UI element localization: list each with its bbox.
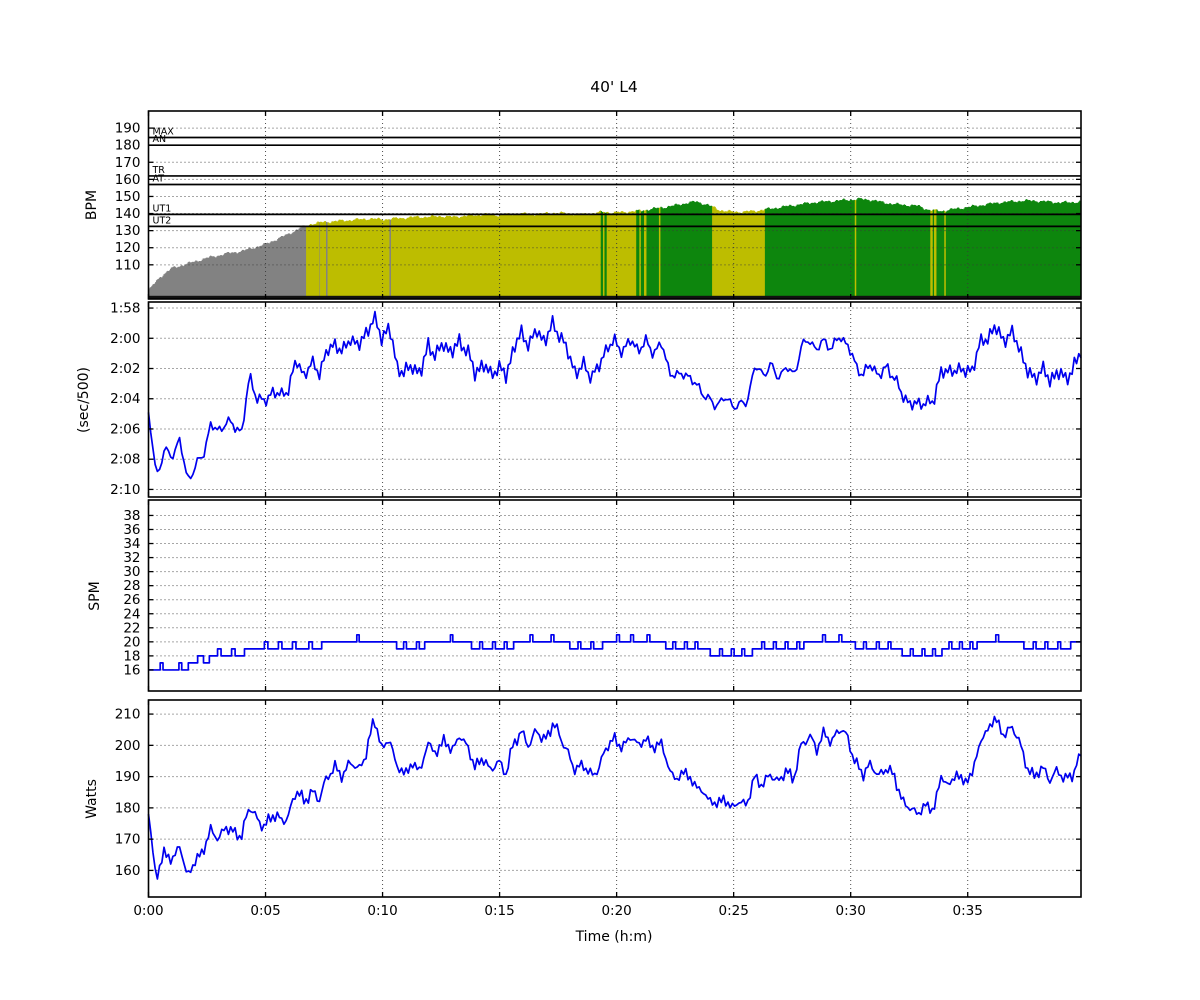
y-tick-label: 170 xyxy=(115,832,141,848)
x-tick-label: 0:30 xyxy=(836,903,866,919)
y-tick-label: 26 xyxy=(123,592,140,608)
y-tick-label: 2:02 xyxy=(110,361,140,377)
hr-fill-grey xyxy=(148,219,392,299)
stroke-rate-line xyxy=(148,633,1081,671)
y-tick-label: 16 xyxy=(123,662,140,678)
y-tick-label: 18 xyxy=(123,648,140,664)
grid-heart-rate xyxy=(148,111,1081,299)
x-tick-label: 0:35 xyxy=(953,903,983,919)
y-tick-label: 190 xyxy=(115,769,141,785)
y-tick-label: 120 xyxy=(115,240,141,256)
y-tick-label: 110 xyxy=(115,257,141,273)
spm-axis-label: SPM xyxy=(87,581,103,610)
hr-fill-baseline-edge xyxy=(148,295,1081,299)
y-tick-label: 170 xyxy=(115,155,141,171)
x-tick-label: 0:15 xyxy=(484,903,514,919)
y-tick-label: 32 xyxy=(123,550,140,566)
pace-axis-label: (sec/500) xyxy=(76,367,92,433)
zone-label-UT1: UT1 xyxy=(153,203,172,214)
pace-line xyxy=(147,310,1082,480)
y-tick-label: 2:08 xyxy=(110,452,140,468)
y-tick-label: 140 xyxy=(115,206,141,222)
hr-fill-yellow xyxy=(306,199,947,299)
y-tick-label: 1:58 xyxy=(110,301,140,317)
panel-border-power xyxy=(147,699,1082,898)
zone-label-TR: TR xyxy=(152,165,166,176)
ticks-power: 160 170 180 190 200 210 xyxy=(115,700,1081,897)
hr-fill-green xyxy=(600,197,1082,299)
zone-label-MAX: MAX xyxy=(153,126,175,137)
y-tick-label: 2:06 xyxy=(110,421,140,437)
grid-power xyxy=(148,700,1081,897)
zone-label-AT: AT xyxy=(153,173,165,184)
y-tick-label: 36 xyxy=(123,522,140,538)
ticks-pace: 1:58 2:00 2:02 2:04 2:06 2:08 2:10 xyxy=(110,301,1081,498)
x-tick-label: 0:05 xyxy=(250,903,280,919)
panel-power: 160 170 180 190 200 210 0:00 0:05 0:10 0:15 0:20 0:… xyxy=(115,699,1082,919)
y-tick-label: 22 xyxy=(123,620,140,636)
y-tick-label: 2:04 xyxy=(110,391,140,407)
x-tick-label: 0:20 xyxy=(601,903,631,919)
x-tick-label: 0:10 xyxy=(367,903,397,919)
y-tick-label: 38 xyxy=(123,508,140,524)
y-tick-label: 20 xyxy=(123,634,140,650)
y-tick-label: 2:00 xyxy=(110,331,140,347)
panel-border-heart-rate xyxy=(147,110,1082,300)
x-tick-label: 0:00 xyxy=(133,903,163,919)
y-tick-label: 2:10 xyxy=(110,482,140,498)
y-tick-label: 24 xyxy=(123,606,140,622)
zone-label-UT2: UT2 xyxy=(153,215,172,226)
panel-pace: 1:58 2:00 2:02 2:04 2:06 2:08 2:10 xyxy=(110,301,1082,498)
y-tick-label: 160 xyxy=(115,863,141,879)
y-tick-label: 180 xyxy=(115,800,141,816)
x-axis-label: Time (h:m) xyxy=(575,929,653,945)
y-tick-label: 28 xyxy=(123,578,140,594)
chart-title: 40' L4 xyxy=(590,78,637,96)
y-tick-label: 150 xyxy=(115,189,141,205)
y-tick-label: 210 xyxy=(115,707,141,723)
y-tick-label: 190 xyxy=(115,121,141,137)
x-tick-label: 0:25 xyxy=(718,903,748,919)
y-tick-label: 160 xyxy=(115,172,141,188)
power-line xyxy=(147,715,1082,880)
y-tick-label: 34 xyxy=(123,536,140,552)
panels-group: MAXANTRATUT1UT21101201301401501601701801… xyxy=(110,110,1082,919)
y-tick-label: 200 xyxy=(115,738,141,754)
panel-border-stroke-rate xyxy=(147,499,1082,692)
y-tick-label: 130 xyxy=(115,223,141,239)
y-tick-label: 30 xyxy=(123,564,140,580)
watts-axis-label: Watts xyxy=(84,779,100,819)
zone-label-AN: AN xyxy=(153,134,167,145)
y-tick-label: 180 xyxy=(115,138,141,154)
panel-heart-rate: MAXANTRATUT1UT21101201301401501601701801… xyxy=(115,110,1082,300)
panel-border-pace xyxy=(147,301,1082,498)
bpm-axis-label: BPM xyxy=(84,190,100,220)
